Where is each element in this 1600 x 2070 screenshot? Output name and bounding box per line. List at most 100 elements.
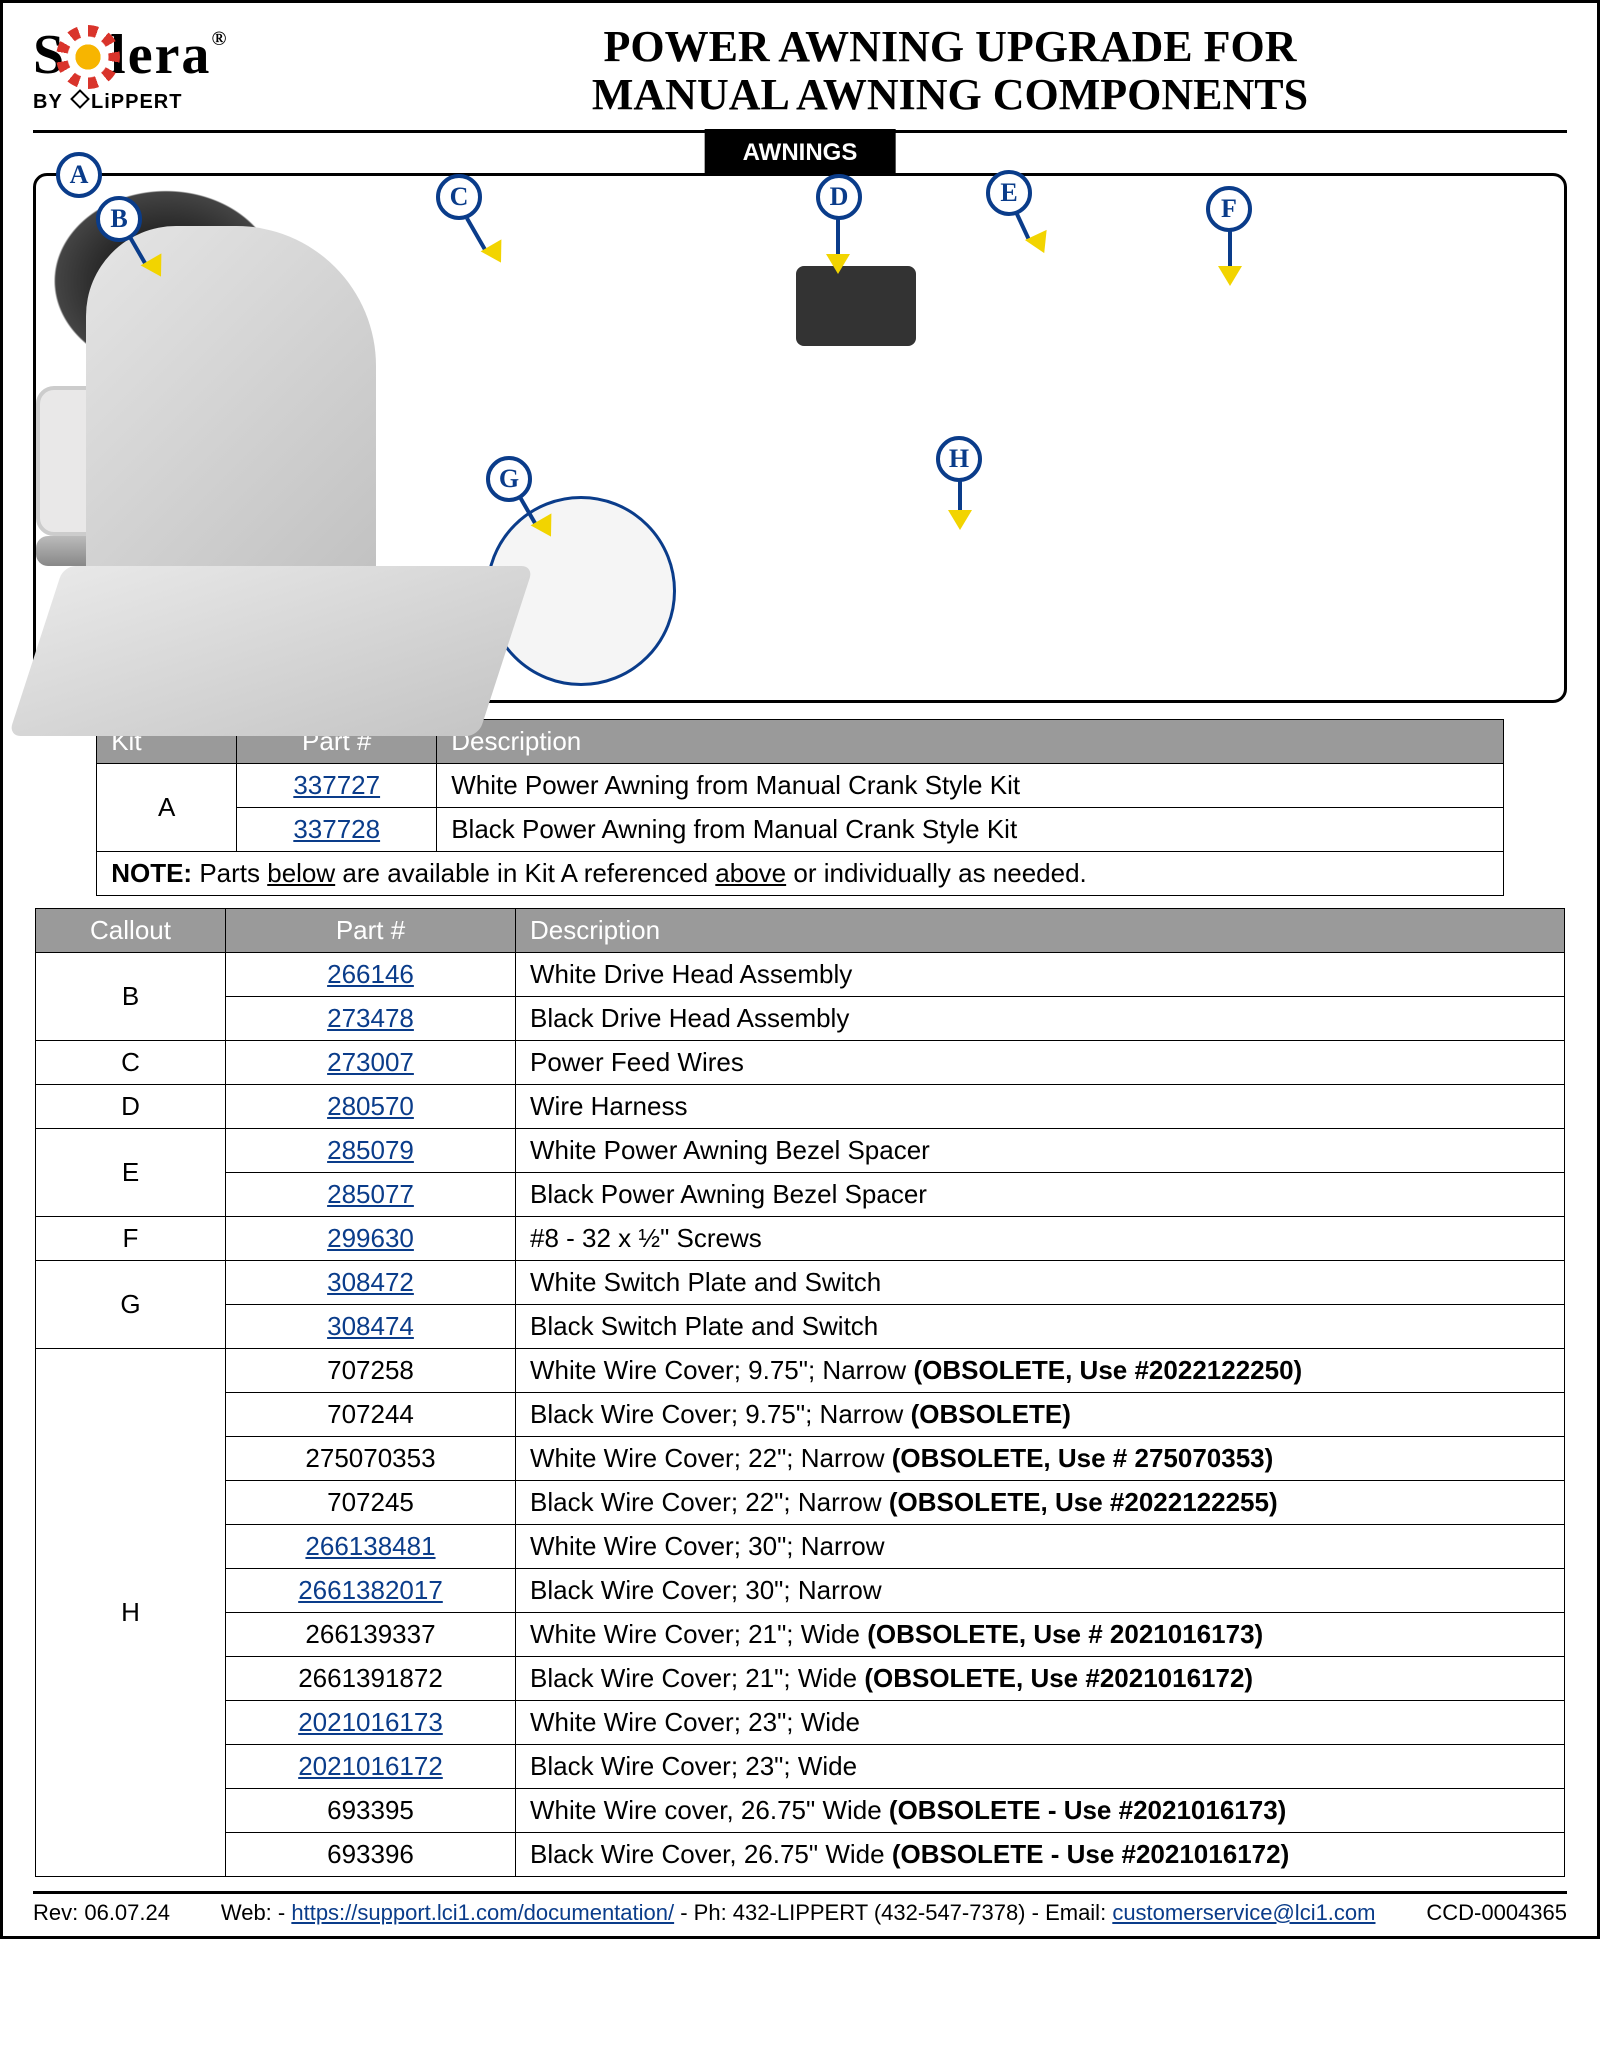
desc-cell: Black Drive Head Assembly [516, 996, 1565, 1040]
arrow-icon [1025, 230, 1055, 258]
callout-c: C [436, 174, 482, 220]
part-cell: 299630 [226, 1216, 516, 1260]
desc-cell: Black Wire Cover; 9.75"; Narrow (OBSOLET… [516, 1392, 1565, 1436]
part-cell: 337727 [237, 763, 437, 807]
table-row: 2021016172 Black Wire Cover; 23"; Wide [36, 1744, 1565, 1788]
callout-line [958, 480, 962, 514]
page-title: POWER AWNING UPGRADE FOR MANUAL AWNING C… [333, 23, 1567, 120]
web-label: Web: - [221, 1900, 292, 1925]
desc-cell: Black Wire Cover, 26.75" Wide (OBSOLETE … [516, 1832, 1565, 1876]
parts-table: Callout Part # Description B 266146 White … [35, 908, 1565, 1877]
part-link[interactable]: 266146 [327, 959, 414, 989]
part-cell: 285079 [226, 1128, 516, 1172]
part-link[interactable]: 2661382017 [298, 1575, 443, 1605]
part-cell: 707258 [226, 1348, 516, 1392]
arrow-icon [948, 510, 972, 530]
table-row: F299630#8 - 32 x ½" Screws [36, 1216, 1565, 1260]
callout-e: E [986, 170, 1032, 216]
arrow-icon [1218, 266, 1242, 286]
logo-text-rest: lera [110, 24, 211, 86]
desc-cell: Black Wire Cover; 23"; Wide [516, 1744, 1565, 1788]
part-cell: 2661391872 [226, 1656, 516, 1700]
desc-cell: White Wire Cover; 30"; Narrow [516, 1524, 1565, 1568]
desc-cell: White Wire Cover; 21"; Wide (OBSOLETE, U… [516, 1612, 1565, 1656]
part-link[interactable]: 266138481 [305, 1531, 435, 1561]
title-line-2: MANUAL AWNING COMPONENTS [333, 71, 1567, 119]
diamond-icon [70, 89, 90, 109]
note-cell: NOTE: Parts below are available in Kit A… [97, 851, 1504, 895]
callout-cell: D [36, 1084, 226, 1128]
callout-cell: E [36, 1128, 226, 1216]
th-callout: Callout [36, 908, 226, 952]
note-text: are available in Kit A referenced [335, 858, 715, 888]
email-link[interactable]: customerservice@lci1.com [1112, 1900, 1375, 1925]
solera-logo: Slera® [33, 23, 303, 87]
desc-cell: White Drive Head Assembly [516, 952, 1565, 996]
table-row: 266139337White Wire Cover; 21"; Wide (OB… [36, 1612, 1565, 1656]
callout-line [1228, 230, 1232, 270]
logo-block: Slera® BY LiPPERT [33, 23, 303, 114]
note-text: or individually as needed. [786, 858, 1087, 888]
table-row: 2661391872Black Wire Cover; 21"; Wide (O… [36, 1656, 1565, 1700]
table-row: 707245Black Wire Cover; 22"; Narrow (OBS… [36, 1480, 1565, 1524]
doc-id: CCD-0004365 [1426, 1900, 1567, 1926]
registered-mark: ® [211, 28, 228, 50]
part-link[interactable]: 2021016173 [298, 1707, 443, 1737]
parts-diagram: A B C D E F G H [33, 173, 1567, 703]
cover-image [8, 566, 533, 736]
parts-table-head: Callout Part # Description [36, 908, 1565, 952]
table-row: A337727White Power Awning from Manual Cr… [97, 763, 1504, 807]
table-row: 693395White Wire cover, 26.75" Wide (OBS… [36, 1788, 1565, 1832]
part-link[interactable]: 308472 [327, 1267, 414, 1297]
part-link[interactable]: 2021016172 [298, 1751, 443, 1781]
th-desc: Description [437, 719, 1504, 763]
byline: BY LiPPERT [33, 91, 303, 114]
part-link[interactable]: 273478 [327, 1003, 414, 1033]
callout-cell: G [36, 1260, 226, 1348]
header: Slera® BY LiPPERT POWER AWNING UPGRADE F… [33, 23, 1567, 120]
part-link[interactable]: 280570 [327, 1091, 414, 1121]
desc-cell: White Switch Plate and Switch [516, 1260, 1565, 1304]
desc-cell: White Wire Cover; 9.75"; Narrow (OBSOLET… [516, 1348, 1565, 1392]
callout-cell: B [36, 952, 226, 1040]
table-row: C273007Power Feed Wires [36, 1040, 1565, 1084]
part-cell: 275070353 [226, 1436, 516, 1480]
part-link[interactable]: 337728 [293, 814, 380, 844]
part-cell: 308472 [226, 1260, 516, 1304]
desc-cell: Black Wire Cover; 22"; Narrow (OBSOLETE,… [516, 1480, 1565, 1524]
table-row: D 280570 Wire Harness [36, 1084, 1565, 1128]
part-cell: 337728 [237, 807, 437, 851]
table-row: 273478 Black Drive Head Assembly [36, 996, 1565, 1040]
desc-cell: Wire Harness [516, 1084, 1565, 1128]
th-desc: Description [516, 908, 1565, 952]
desc-cell: Black Wire Cover; 21"; Wide (OBSOLETE, U… [516, 1656, 1565, 1700]
part-cell: 2661382017 [226, 1568, 516, 1612]
part-link[interactable]: 308474 [327, 1311, 414, 1341]
part-cell: 273478 [226, 996, 516, 1040]
part-link[interactable]: 299630 [327, 1223, 414, 1253]
web-link[interactable]: https://support.lci1.com/documentation/ [291, 1900, 674, 1925]
desc-cell: White Wire cover, 26.75" Wide (OBSOLETE … [516, 1788, 1565, 1832]
callout-g: G [486, 456, 532, 502]
desc-cell: Black Wire Cover; 30"; Narrow [516, 1568, 1565, 1612]
callout-line [465, 217, 486, 250]
category-tab: AWNINGS [705, 129, 896, 177]
part-link[interactable]: 285077 [327, 1179, 414, 1209]
callout-b: B [96, 196, 142, 242]
part-link[interactable]: 337727 [293, 770, 380, 800]
page: Slera® BY LiPPERT POWER AWNING UPGRADE F… [0, 0, 1600, 1939]
part-link[interactable]: 273007 [327, 1047, 414, 1077]
callout-cell: F [36, 1216, 226, 1260]
table-row: 337728Black Power Awning from Manual Cra… [97, 807, 1504, 851]
part-cell: 2021016173 [226, 1700, 516, 1744]
desc-cell: White Power Awning Bezel Spacer [516, 1128, 1565, 1172]
part-cell: 707245 [226, 1480, 516, 1524]
table-row: B266146White Drive Head Assembly [36, 952, 1565, 996]
part-cell: 707244 [226, 1392, 516, 1436]
note-row: NOTE: Parts below are available in Kit A… [97, 851, 1504, 895]
kit-table: Kit Part # Description A337727White Powe… [96, 719, 1504, 896]
part-link[interactable]: 285079 [327, 1135, 414, 1165]
callout-d: D [816, 174, 862, 220]
title-line-1: POWER AWNING UPGRADE FOR [333, 23, 1567, 71]
table-row: H707258White Wire Cover; 9.75"; Narrow (… [36, 1348, 1565, 1392]
